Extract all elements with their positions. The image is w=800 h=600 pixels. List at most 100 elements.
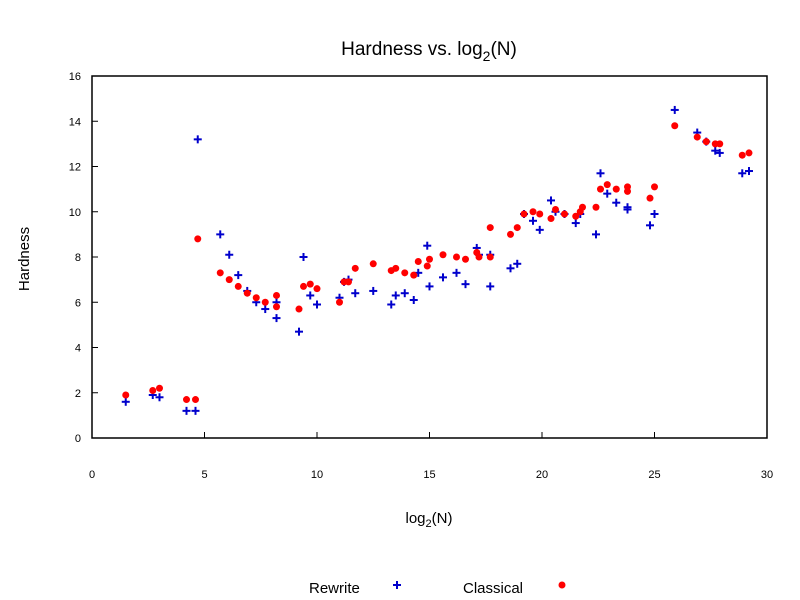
data-point-dot [462, 255, 469, 263]
data-point-dot [216, 269, 224, 277]
data-point-plus [387, 300, 396, 309]
data-point-dot [579, 203, 586, 211]
data-point-dot [453, 253, 460, 261]
legend-label-classical: Classical [463, 580, 523, 597]
data-point-dot [486, 253, 494, 261]
data-point-dot [392, 264, 400, 272]
y-tick-label: 0 [75, 433, 81, 445]
data-point-plus [612, 198, 621, 207]
data-point-dot [738, 151, 746, 159]
data-point-dot [561, 210, 568, 218]
data-point-plus [571, 219, 580, 228]
x-tick-label: 20 [536, 469, 548, 481]
data-point-plus [623, 203, 632, 212]
data-point-dot [273, 303, 280, 311]
data-point-plus [439, 273, 447, 282]
y-tick-label: 12 [69, 162, 81, 174]
data-point-dot [351, 264, 359, 272]
data-point-plus [592, 230, 600, 239]
data-points [121, 105, 753, 415]
data-point-dot [295, 305, 303, 313]
data-point-plus [351, 289, 360, 298]
legend-marker-rewrite [393, 581, 401, 589]
data-point-plus [272, 314, 281, 323]
data-point-dot [624, 183, 631, 191]
data-point-dot [547, 215, 555, 223]
y-tick-label: 2 [75, 388, 81, 400]
data-point-plus [715, 148, 724, 157]
data-point-plus [191, 406, 200, 415]
data-point-dot [306, 280, 314, 288]
data-point-plus [513, 259, 522, 268]
data-point-plus [306, 291, 315, 300]
data-point-dot [529, 208, 537, 216]
data-point-plus [711, 146, 720, 155]
data-point-plus [596, 169, 605, 178]
data-point-plus [234, 271, 243, 280]
data-point-dot [651, 183, 658, 191]
data-point-dot [234, 282, 242, 290]
data-point-dot [597, 185, 604, 193]
data-point-plus [745, 167, 753, 176]
series-rewrite [121, 105, 753, 415]
data-point-dot [149, 386, 157, 394]
chart-title: Hardness vs. log2(N) [341, 39, 517, 64]
data-point-dot [702, 138, 710, 146]
data-point-plus [261, 305, 270, 314]
data-point-plus [299, 253, 308, 261]
data-point-dot [122, 391, 130, 399]
data-point-dot [336, 298, 343, 306]
data-point-dot [439, 251, 447, 259]
legend-marker-classical [558, 581, 566, 589]
data-point-plus [193, 135, 202, 144]
data-point-dot [572, 212, 580, 220]
data-point-dot [513, 224, 521, 232]
data-point-dot [345, 278, 352, 286]
data-point-plus [670, 105, 679, 114]
data-point-plus [225, 250, 234, 259]
x-tick-label: 25 [648, 469, 660, 481]
data-point-plus [155, 393, 164, 402]
data-point-dot [423, 262, 431, 270]
data-point-dot [693, 133, 701, 141]
data-point-dot [716, 140, 724, 148]
y-axis: 0 2 4 6 8 10 12 14 16 [69, 71, 98, 445]
data-point-plus [603, 189, 612, 198]
data-point-plus [409, 295, 418, 304]
data-point-plus [313, 300, 321, 309]
data-point-dot [261, 298, 269, 306]
data-point-dot [475, 253, 483, 261]
x-tick-label: 5 [201, 469, 207, 481]
x-tick-label: 0 [89, 469, 95, 481]
data-point-dot [592, 203, 600, 211]
series-classical [122, 122, 753, 404]
y-tick-label: 8 [75, 252, 81, 264]
data-point-dot [536, 210, 544, 218]
data-point-dot [603, 181, 611, 189]
x-tick-label: 15 [423, 469, 435, 481]
legend: Rewrite Classical [309, 580, 566, 597]
data-point-plus [391, 291, 400, 300]
data-point-dot [414, 258, 422, 266]
data-point-plus [486, 282, 495, 291]
data-point-dot [156, 384, 163, 392]
y-tick-label: 4 [75, 343, 81, 355]
data-point-plus [529, 216, 537, 225]
legend-dot-marker [558, 581, 566, 589]
y-tick-label: 6 [75, 297, 81, 309]
data-point-dot [401, 269, 409, 277]
y-tick-label: 16 [69, 71, 81, 83]
data-point-dot [273, 291, 280, 299]
y-tick-label: 10 [69, 207, 81, 219]
data-point-plus [461, 280, 470, 289]
data-point-dot [520, 210, 528, 218]
data-point-dot [300, 282, 307, 290]
data-point-dot [183, 396, 190, 404]
data-point-dot [243, 289, 251, 297]
x-tick-label: 10 [311, 469, 323, 481]
data-point-plus [295, 327, 303, 336]
data-point-dot [507, 230, 514, 238]
x-axis-label: log2(N) [406, 510, 453, 530]
legend-plus-marker [393, 581, 401, 589]
